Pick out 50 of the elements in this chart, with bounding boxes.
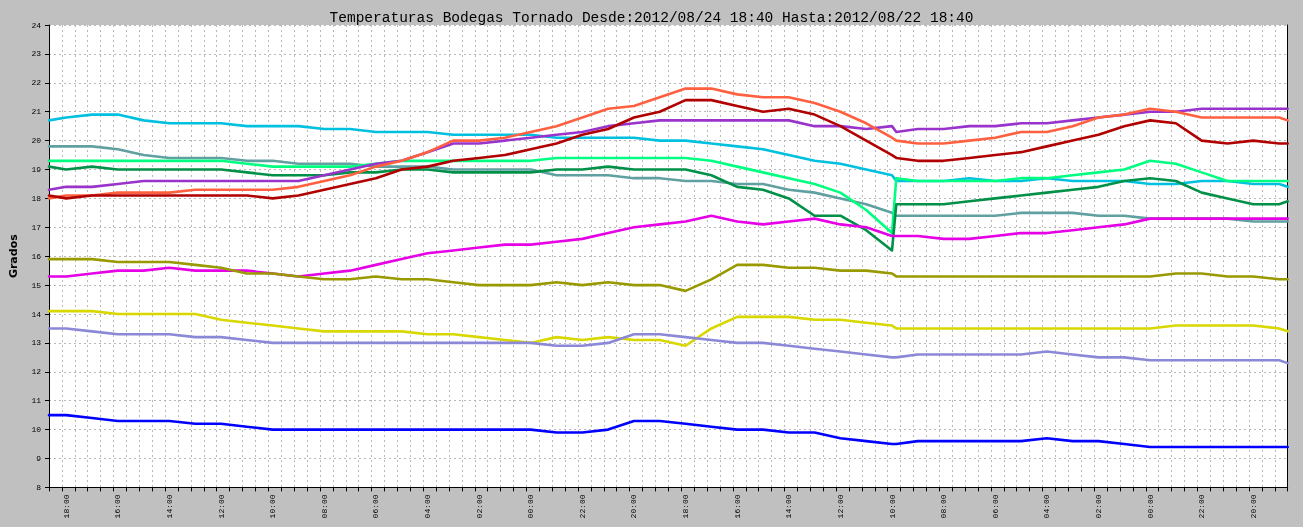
x-tick-label: 22:00 [577, 494, 587, 519]
y-tick-label: 13 [31, 338, 42, 348]
y-axis-title: Grados [7, 233, 20, 279]
y-tick-label: 17 [31, 222, 42, 232]
line-series [47, 156, 1289, 235]
x-tick-label: 20:00 [629, 494, 639, 519]
x-tick-label: 16:00 [113, 494, 123, 519]
y-tick-label: 16 [31, 251, 42, 261]
x-tick-label: 00:00 [1145, 494, 1155, 519]
y-tick-label: 22 [31, 78, 42, 88]
line-series [47, 327, 1289, 365]
y-tick-label: 14 [31, 309, 42, 319]
x-tick-label: 12:00 [835, 494, 845, 519]
x-tick-label: 12:00 [216, 494, 226, 519]
x-tick-label: 00:00 [526, 494, 536, 519]
y-tick-label: 9 [36, 454, 42, 463]
y-tick-label: 19 [31, 165, 42, 174]
x-tick-label: 02:00 [474, 494, 484, 519]
y-tick-label: 18 [31, 193, 42, 203]
y-tick-label: 24 [31, 20, 42, 30]
x-tick-label: 06:00 [990, 494, 1000, 519]
chart-title: Temperaturas Bodegas Tornado Desde:2012/08/24 18:40 Hasta:2012/08/22 18:40 [329, 9, 974, 26]
x-tick-label: 10:00 [268, 494, 278, 519]
y-tick-label: 10 [31, 425, 42, 435]
y-tick-label: 20 [31, 136, 42, 146]
x-tick-label: 02:00 [1093, 494, 1103, 519]
x-tick-label: 08:00 [319, 494, 329, 519]
x-tick-label: 18:00 [681, 494, 691, 519]
line-series [47, 165, 1289, 252]
y-tick-label: 8 [36, 482, 42, 492]
x-tick-label: 06:00 [371, 494, 381, 519]
line-series [47, 257, 1289, 293]
x-tick-label: 04:00 [422, 494, 432, 519]
y-tick-label: 11 [31, 396, 42, 406]
x-tick-label: 18:00 [61, 494, 71, 519]
y-tick-label: 15 [31, 280, 42, 290]
y-tick-label: 21 [31, 107, 42, 117]
y-tick-label: 23 [31, 49, 42, 59]
line-series [47, 309, 1289, 348]
x-tick-label: 14:00 [164, 494, 174, 519]
x-tick-label: 10:00 [887, 494, 897, 519]
x-tick-label: 20:00 [1248, 494, 1258, 519]
line-series [47, 413, 1289, 449]
x-tick-label: 14:00 [784, 494, 794, 519]
x-tick-label: 04:00 [1042, 494, 1052, 519]
y-tick-label: 12 [31, 367, 42, 377]
line-series [47, 214, 1289, 278]
x-tick-label: 08:00 [939, 494, 949, 519]
x-tick-label: 16:00 [732, 494, 742, 519]
x-tick-label: 22:00 [1197, 494, 1207, 519]
